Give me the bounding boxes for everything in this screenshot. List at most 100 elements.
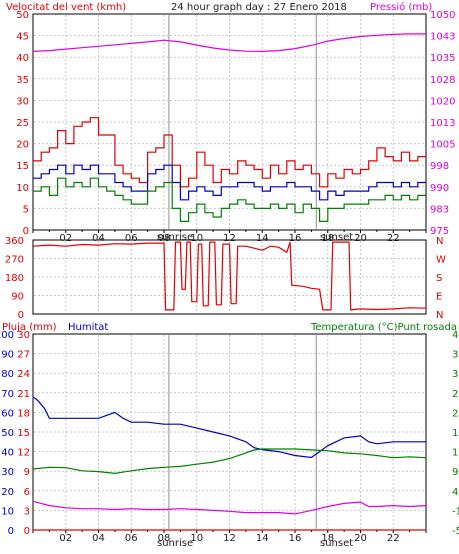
x-tick-label: 10 [190,233,203,244]
direction-letter: S [436,273,442,284]
humidity-y-tick: 40 [1,448,14,459]
sunrise-label-top: sunrise [157,232,193,243]
pressure-y-tick: 983 [430,204,449,215]
temperature-y-tick: 9 [452,467,458,478]
rain-y-tick: 6 [24,487,30,498]
direction-letter: E [436,292,442,303]
temperature-y-tick: 18 [452,428,459,439]
pressure-y-tick: 1050 [430,10,455,21]
pressure-y-tick: 975 [430,226,449,237]
direction-letter: N [436,236,443,247]
direction-panel-frame [32,239,427,315]
sunset-label-bottom: sunset [320,538,353,549]
pressure-y-tick: 1013 [430,118,455,129]
humidity-line [32,396,426,459]
wind-direction-line [32,241,427,311]
rain-y-tick: 12 [17,448,30,459]
rain-axis-label: Pluja (mm) [2,322,57,333]
temperature-line [32,448,427,475]
x-tick-label: 22 [387,233,400,244]
temperature-y-tick: 36 [452,350,459,361]
humidity-y-tick: 90 [1,350,14,361]
x-tick-label: 10 [190,533,203,544]
temperature-y-tick: -5 [452,526,459,537]
x-tick-label: 04 [92,233,105,244]
x-tick-label: 12 [223,533,236,544]
direction-y-tick: 90 [11,292,24,303]
rain-y-tick: 0 [24,526,30,537]
graph-title: 24 hour graph day : 27 Enero 2018 [171,2,347,13]
x-tick-label: 08 [158,533,171,544]
x-tick-label: 06 [125,233,138,244]
pressure-y-tick: 990 [430,183,449,194]
wind-speed-title: Velocitat del vent (kmh) [6,2,126,13]
temperature-y-tick: 40 [452,330,459,341]
direction-y-tick: 0 [18,310,24,321]
pressure-y-tick: 1005 [430,140,455,151]
direction-letter: N [436,310,443,321]
sunset-label-top: sunset [320,232,353,243]
rain-y-tick: 27 [17,350,30,361]
x-tick-label: 14 [256,233,269,244]
x-tick-label: 02 [59,233,72,244]
rain-y-tick: 30 [17,330,30,341]
wind-y-tick: 50 [16,10,29,21]
humidity-y-tick: 0 [8,526,14,537]
humidity-axis-label: Humitat [68,322,108,333]
pressure-y-tick: 1035 [430,53,455,64]
wind-y-tick: 30 [16,96,29,107]
wind-min-line [33,177,426,222]
wind-y-tick: 15 [16,161,29,172]
temperature-axis-label: Temperatura (°C)Punt rosada [310,322,457,333]
direction-y-tick: 270 [5,255,24,266]
x-tick-label: 06 [125,533,138,544]
humidity-y-tick: 20 [1,487,14,498]
pressure-title: Pressió (mb) [370,1,432,13]
wind-avg-line [33,164,426,201]
temperature-y-tick: 27 [452,389,459,400]
humidity-y-tick: 10 [1,506,14,517]
humidity-y-tick: 30 [1,467,14,478]
temperature-y-tick: 22 [452,408,459,419]
x-tick-label: 18 [321,233,334,244]
rain-y-tick: 24 [17,369,30,380]
x-tick-label: 14 [256,533,269,544]
x-tick-label: 04 [92,533,105,544]
x-tick-label: 16 [289,233,302,244]
pressure-y-tick: 998 [430,161,449,172]
x-tick-label: 02 [59,533,72,544]
wind-y-tick: 10 [16,183,29,194]
humidity-y-tick: 50 [1,428,14,439]
x-tick-label: 12 [223,233,236,244]
humidity-y-tick: 100 [0,330,14,341]
temperature-y-tick: -1 [452,506,459,517]
sunrise-label-bottom: sunrise [157,538,193,549]
pressure-y-tick: 1020 [430,96,455,107]
x-tick-label: 16 [289,533,302,544]
x-tick-label: 20 [354,233,367,244]
direction-y-tick: 180 [5,273,24,284]
pressure-y-tick: 1043 [430,32,455,43]
humidity-y-tick: 60 [1,408,14,419]
x-tick-label: 08 [158,233,171,244]
wind-gust-line [33,117,426,188]
rain-y-tick: 21 [17,389,30,400]
x-tick-label: 20 [354,533,367,544]
pressure-line [32,33,426,53]
rain-y-tick: 9 [24,467,30,478]
wind-y-tick: 0 [23,226,29,237]
wind-y-tick: 20 [16,140,29,151]
dewpoint-line [32,500,427,515]
rain-y-tick: 3 [24,506,30,517]
direction-y-tick: 360 [5,236,24,247]
temperature-y-tick: 4 [452,487,458,498]
data-series [32,33,427,531]
wind-y-tick: 5 [23,204,29,215]
direction-letter: W [436,255,446,266]
x-tick-label: 18 [321,533,334,544]
wind-y-tick: 40 [16,53,29,64]
pressure-y-tick: 1028 [430,75,455,86]
humidity-y-tick: 80 [1,369,14,380]
